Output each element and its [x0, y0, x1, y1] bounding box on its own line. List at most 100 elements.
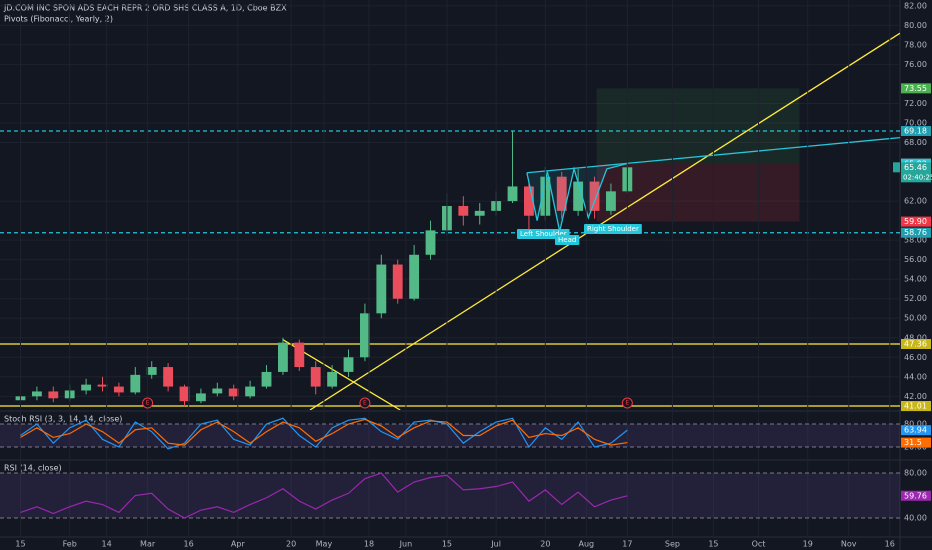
profit-zone	[596, 88, 800, 164]
y-tick-label: 52.00	[904, 294, 927, 303]
price-label: 59.90	[904, 217, 927, 226]
x-tick-label: 19	[803, 540, 813, 549]
y-tick-label: 72.00	[904, 99, 927, 108]
y-tick-label: 56.00	[904, 255, 927, 264]
x-tick-label: Oct	[752, 540, 766, 549]
line-price-label: 47.36	[904, 340, 927, 349]
earnings-label: E	[363, 400, 367, 407]
y-tick-label: 48.00	[904, 333, 927, 342]
price-label-bg	[901, 83, 931, 94]
earnings-marker	[359, 397, 371, 409]
candle-body	[310, 367, 321, 387]
pattern-label: Right Shoulder	[587, 225, 639, 233]
earnings-label: E	[146, 400, 150, 407]
y-tick-label: 80.00	[904, 420, 927, 429]
line-price-label: 69.18	[904, 127, 927, 136]
indicator-title: Pivots (Fibonacci, Yearly, 2)	[4, 15, 113, 24]
candle-body	[327, 371, 338, 387]
rsi-title: RSI (14, close)	[4, 464, 62, 473]
x-tick-label: 16	[184, 540, 194, 549]
candle-body	[507, 186, 518, 202]
candle-body	[294, 342, 305, 368]
candle-body	[212, 388, 223, 394]
line-price-label: 58.76	[904, 228, 927, 237]
x-tick-label: 20	[286, 540, 296, 549]
y-tick-label: 42.00	[904, 392, 927, 401]
price-label: 73.55	[904, 84, 927, 93]
candle-body	[409, 254, 420, 299]
y-tick-label: 68.00	[904, 138, 927, 147]
y-tick-label: 80.00	[904, 21, 927, 30]
x-tick-label: 18	[364, 540, 374, 549]
last-price-bg	[901, 162, 931, 183]
earnings-label: E	[625, 400, 629, 407]
price-pane	[0, 5, 900, 410]
candle-body	[81, 384, 92, 391]
y-tick-label: 46.00	[904, 353, 927, 362]
candle-body	[524, 186, 534, 216]
y-tick-label: 44.00	[904, 372, 927, 381]
y-tick-label: 62.00	[904, 197, 927, 206]
pattern-label: Left Shoulder	[520, 230, 567, 238]
y-tick-label: 70.00	[904, 119, 927, 128]
y-tick-label: 76.00	[904, 60, 927, 69]
x-tick-label: Jul	[490, 540, 501, 549]
x-tick-label: Jun	[399, 540, 413, 549]
candle-body	[606, 191, 616, 211]
y-tick-label: 82.00	[904, 1, 927, 10]
line-price-label: 41.01	[904, 401, 927, 410]
value-tag: 59.76	[904, 491, 927, 500]
indicator-line	[20, 418, 628, 446]
candle-body	[589, 181, 600, 211]
candle-body	[425, 230, 436, 255]
candle-body	[179, 386, 190, 402]
candle-body	[376, 264, 387, 314]
candle-body	[277, 342, 288, 372]
candle-body	[458, 205, 469, 216]
band	[0, 473, 900, 519]
candle-body	[360, 313, 370, 358]
value-tag-bg	[901, 437, 931, 448]
candle-body	[245, 386, 256, 397]
x-tick-label: 14	[102, 540, 112, 549]
x-tick-label: 15	[442, 540, 452, 549]
value-tag: 31.5	[904, 438, 922, 447]
candle-body	[392, 264, 403, 299]
price-label-bg	[901, 216, 931, 227]
x-tick-label: 20	[540, 540, 550, 549]
head-shoulders-pattern	[526, 162, 628, 232]
pattern-label-bg	[555, 235, 580, 245]
earnings-marker	[621, 397, 633, 409]
candle-body	[146, 367, 157, 375]
y-tick-label: 54.00	[904, 275, 927, 284]
y-tick-label: 40.00	[904, 514, 927, 523]
x-tick-label: 16	[885, 540, 895, 549]
x-tick-label: 15	[15, 540, 25, 549]
countdown: 02:40:25	[903, 173, 932, 181]
line-price-label-bg	[901, 400, 931, 411]
line-price-label-bg	[901, 227, 931, 238]
candle-body	[130, 374, 141, 393]
candle-body	[343, 357, 354, 372]
x-tick-label: Aug	[579, 540, 595, 549]
candle-body	[474, 210, 485, 216]
line-price-label-bg	[901, 339, 931, 350]
candle-body	[31, 391, 42, 397]
x-tick-label: Nov	[841, 540, 857, 549]
current-badge	[893, 162, 900, 173]
line-price-label-bg	[901, 126, 931, 137]
value-tag-bg	[901, 490, 931, 501]
trend-line	[309, 32, 900, 410]
x-tick-label: Apr	[231, 540, 246, 549]
x-tick-label: Mar	[140, 540, 156, 549]
pattern-label-bg	[584, 224, 642, 234]
earnings-marker	[142, 397, 154, 409]
last-price: 65.46	[904, 163, 927, 172]
candle-body	[261, 371, 272, 387]
x-tick-label: Feb	[63, 540, 77, 549]
y-tick-label: 78.00	[904, 40, 927, 49]
pattern-label: Head	[558, 236, 576, 244]
candle-body	[195, 393, 206, 402]
